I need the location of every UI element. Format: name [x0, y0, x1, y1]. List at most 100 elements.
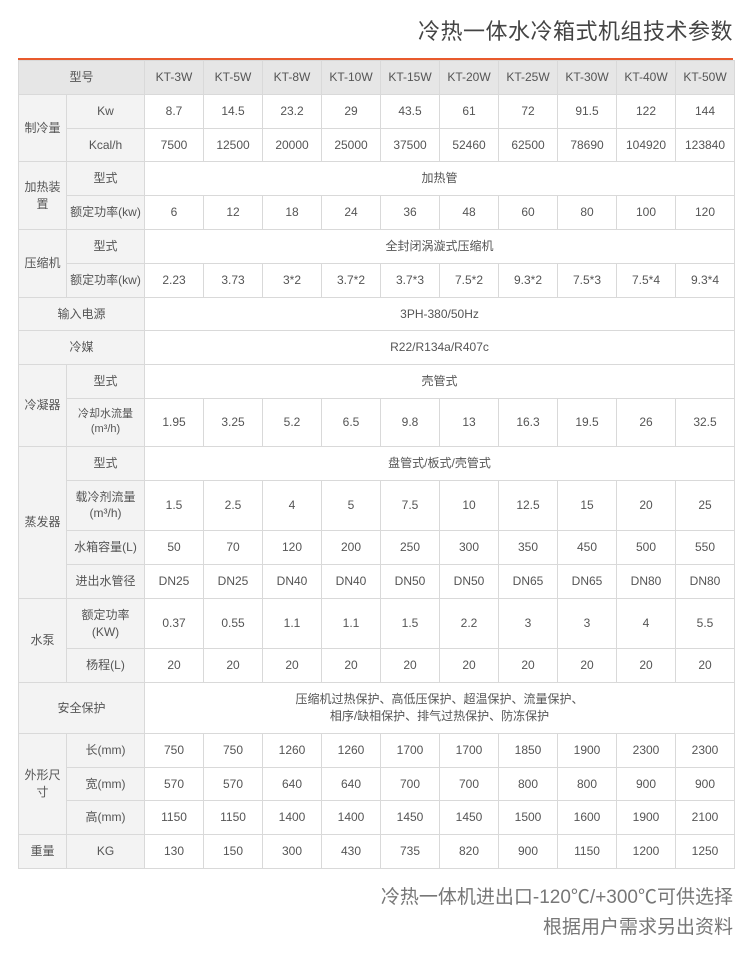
row-label: 高(mm)	[67, 801, 145, 835]
cell: 4	[263, 480, 322, 531]
row-label: 型式	[67, 229, 145, 263]
row-label: 进出水管径	[67, 564, 145, 598]
row-group-weight: 重量	[19, 835, 67, 869]
cell: 9.3*4	[676, 263, 735, 297]
cell: 1400	[322, 801, 381, 835]
footer-notes: 冷热一体机进出口-120℃/+300℃可供选择 根据用户需求另出资料	[18, 869, 733, 944]
cell: 20	[558, 649, 617, 683]
cell: 150	[204, 835, 263, 869]
cell: 0.37	[145, 598, 204, 649]
row-label: 冷却水流量(m³/h)	[67, 398, 145, 446]
cell: 1450	[381, 801, 440, 835]
cell: DN25	[145, 564, 204, 598]
cell: 3.25	[204, 398, 263, 446]
cell: 300	[440, 531, 499, 565]
table-row: 安全保护 压缩机过热保护、高低压保护、超温保护、流量保护、 相序/缺相保护、排气…	[19, 683, 735, 734]
cell: 7.5*4	[617, 263, 676, 297]
cell: 500	[617, 531, 676, 565]
cell: DN65	[499, 564, 558, 598]
header-model-col: KT-15W	[381, 61, 440, 95]
cell: 1.1	[263, 598, 322, 649]
cell: 19.5	[558, 398, 617, 446]
cell: 2.5	[204, 480, 263, 531]
row-label: 型式	[67, 162, 145, 196]
row-label: 型式	[67, 365, 145, 399]
cell: 3.7*3	[381, 263, 440, 297]
cell: 350	[499, 531, 558, 565]
cell: 23.2	[263, 94, 322, 128]
safety-line: 相序/缺相保护、排气过热保护、防冻保护	[330, 709, 549, 723]
row-group-cooling: 制冷量	[19, 94, 67, 162]
cell: 1200	[617, 835, 676, 869]
cell: 80	[558, 196, 617, 230]
cell: 735	[381, 835, 440, 869]
page-title: 冷热一体水冷箱式机组技术参数	[18, 0, 733, 58]
cell: 5.5	[676, 598, 735, 649]
cell: 50	[145, 531, 204, 565]
cell: DN50	[381, 564, 440, 598]
cell: 900	[499, 835, 558, 869]
row-group-condenser: 冷凝器	[19, 365, 67, 447]
cell: 1900	[617, 801, 676, 835]
cell: 8.7	[145, 94, 204, 128]
cell: 570	[204, 767, 263, 801]
cell: 14.5	[204, 94, 263, 128]
table-row: 制冷量 Kw 8.7 14.5 23.2 29 43.5 61 72 91.5 …	[19, 94, 735, 128]
cell: 61	[440, 94, 499, 128]
row-label: 型式	[67, 446, 145, 480]
table-row: 外形尺寸 长(mm) 750 750 1260 1260 1700 1700 1…	[19, 733, 735, 767]
cell: 48	[440, 196, 499, 230]
row-label: Kw	[67, 94, 145, 128]
spec-table: 型号 KT-3W KT-5W KT-8W KT-10W KT-15W KT-20…	[18, 60, 735, 869]
table-row: 冷媒 R22/R134a/R407c	[19, 331, 735, 365]
cell: DN40	[263, 564, 322, 598]
cell: 1.5	[381, 598, 440, 649]
cell: DN80	[617, 564, 676, 598]
table-row: 额定功率(kw) 2.23 3.73 3*2 3.7*2 3.7*3 7.5*2…	[19, 263, 735, 297]
cell: 1900	[558, 733, 617, 767]
cell: 37500	[381, 128, 440, 162]
cell: 5	[322, 480, 381, 531]
cell: 20	[676, 649, 735, 683]
row-group-dims: 外形尺寸	[19, 733, 67, 834]
cell: 1450	[440, 801, 499, 835]
cell: 120	[676, 196, 735, 230]
table-row: 冷凝器 型式 壳管式	[19, 365, 735, 399]
table-row: 水泵 额定功率(KW) 0.37 0.55 1.1 1.1 1.5 2.2 3 …	[19, 598, 735, 649]
cell: 62500	[499, 128, 558, 162]
cell-merged: 壳管式	[145, 365, 735, 399]
cell: 1150	[558, 835, 617, 869]
cell: DN65	[558, 564, 617, 598]
cell: 750	[145, 733, 204, 767]
cell: 640	[263, 767, 322, 801]
cell: 7.5	[381, 480, 440, 531]
cell: 1850	[499, 733, 558, 767]
cell: 1500	[499, 801, 558, 835]
cell: 6.5	[322, 398, 381, 446]
row-label: 杨程(L)	[67, 649, 145, 683]
cell: 450	[558, 531, 617, 565]
cell: 36	[381, 196, 440, 230]
cell: 4	[617, 598, 676, 649]
cell: 430	[322, 835, 381, 869]
table-row: 重量 KG 130 150 300 430 735 820 900 1150 1…	[19, 835, 735, 869]
header-model-col: KT-10W	[322, 61, 381, 95]
cell: 1260	[322, 733, 381, 767]
table-row: 压缩机 型式 全封闭涡漩式压缩机	[19, 229, 735, 263]
cell: 1250	[676, 835, 735, 869]
cell: 900	[676, 767, 735, 801]
row-label: 额定功率(kw)	[67, 263, 145, 297]
cell: 78690	[558, 128, 617, 162]
row-group-heater: 加热装置	[19, 162, 67, 230]
cell: 144	[676, 94, 735, 128]
cell: 32.5	[676, 398, 735, 446]
row-group-pump: 水泵	[19, 598, 67, 682]
cell: 12500	[204, 128, 263, 162]
row-label-refrigerant: 冷媒	[19, 331, 145, 365]
cell: 250	[381, 531, 440, 565]
cell: 29	[322, 94, 381, 128]
cell: 104920	[617, 128, 676, 162]
cell: 52460	[440, 128, 499, 162]
cell: 700	[381, 767, 440, 801]
cell: 20	[617, 480, 676, 531]
